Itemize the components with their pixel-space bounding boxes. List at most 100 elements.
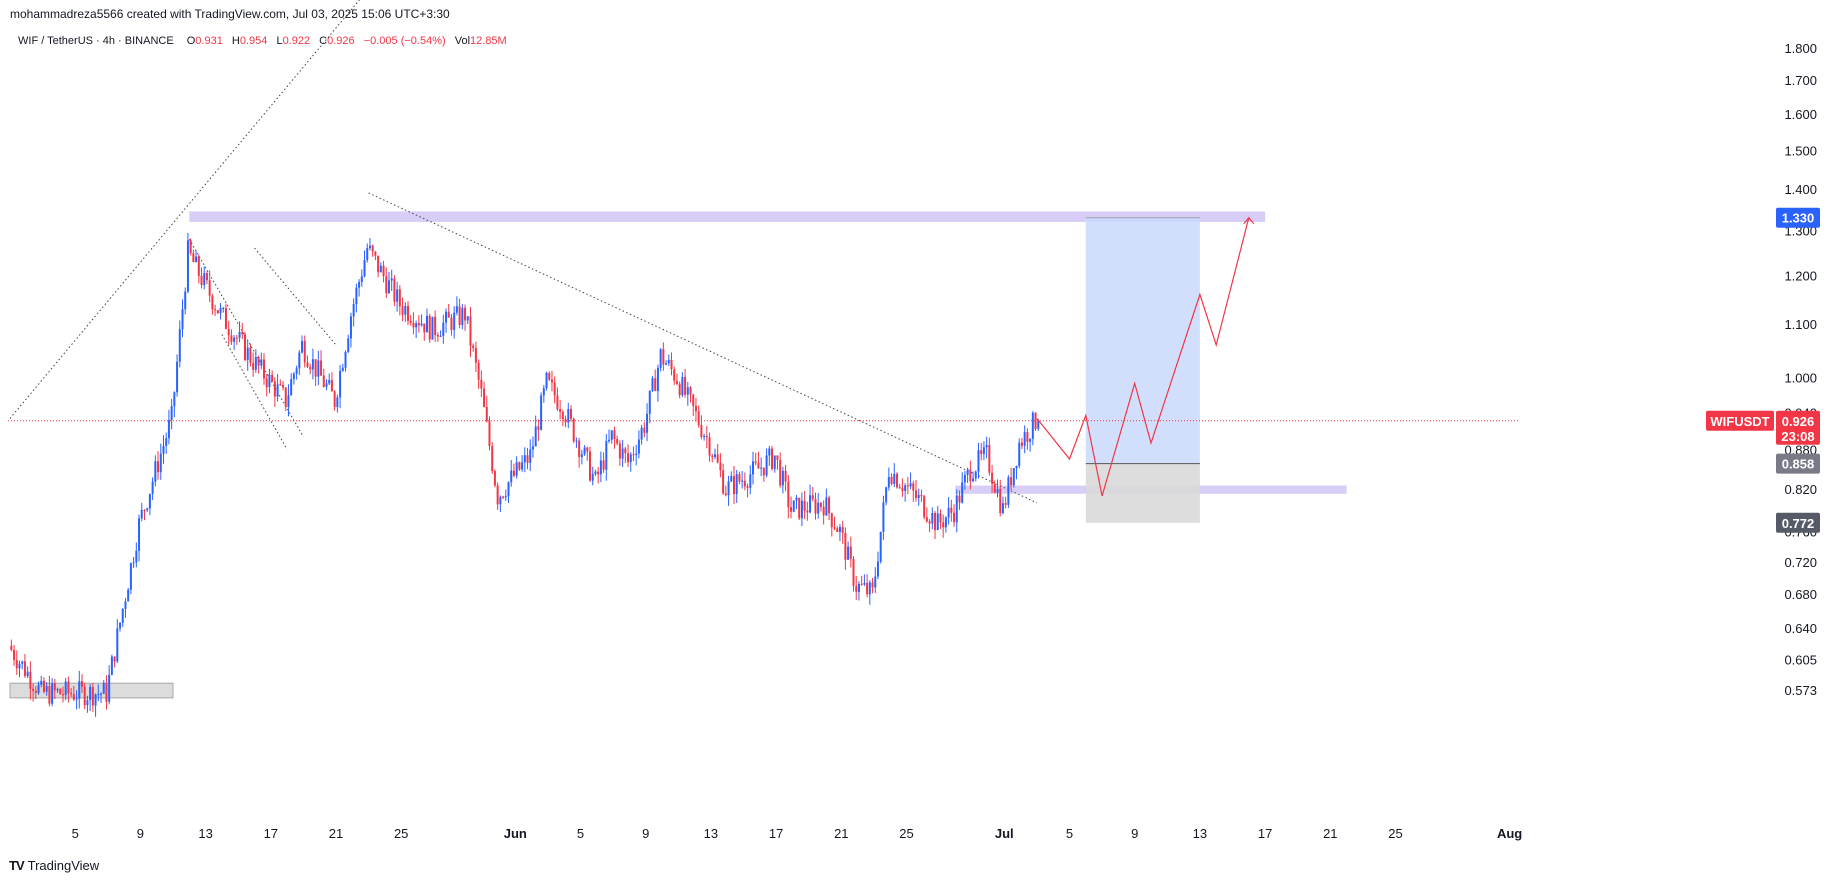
- candle-body: [738, 474, 741, 482]
- candle: [246, 341, 249, 371]
- candle-body: [290, 379, 293, 396]
- projection-path[interactable]: [1036, 216, 1255, 497]
- price-tick-label: 1.400: [1784, 182, 1817, 197]
- trendlines-layer[interactable]: [8, 0, 1518, 504]
- candle: [273, 377, 276, 407]
- candle-body: [507, 482, 510, 497]
- candle: [784, 464, 787, 492]
- position-tool[interactable]: [1085, 217, 1200, 523]
- candle: [586, 446, 589, 461]
- candle: [406, 301, 409, 326]
- candle: [526, 447, 529, 470]
- candle: [127, 587, 130, 602]
- candle-body: [629, 454, 632, 463]
- candle: [404, 302, 407, 322]
- candle: [349, 312, 352, 348]
- candle: [382, 260, 385, 283]
- candle: [265, 374, 268, 397]
- candle: [477, 359, 480, 389]
- candle-body: [116, 628, 119, 662]
- symbol-tag-bg: [1706, 410, 1774, 431]
- attribution-text: mohammadreza5566 created with TradingVie…: [10, 7, 450, 21]
- zone-rect: [9, 682, 174, 699]
- candle: [464, 304, 467, 331]
- candle: [216, 309, 219, 314]
- candle-body: [75, 698, 78, 700]
- candle: [102, 680, 105, 694]
- target-box[interactable]: [1085, 217, 1200, 464]
- countdown-label: 23:08: [1781, 429, 1814, 444]
- candle: [241, 322, 244, 339]
- last-tag-label: 0.926: [1782, 414, 1815, 429]
- candle-body: [420, 323, 423, 326]
- trendline[interactable]: [368, 192, 1038, 504]
- candle: [950, 499, 953, 522]
- candle-body: [401, 306, 404, 315]
- candle: [521, 455, 524, 472]
- candle-body: [828, 497, 831, 514]
- candle: [284, 386, 287, 412]
- footer-brand[interactable]: TV TradingView: [9, 858, 99, 873]
- time-tick-label: 17: [1258, 826, 1272, 841]
- trendline[interactable]: [254, 247, 337, 346]
- candle: [847, 541, 850, 560]
- candle-body: [105, 683, 108, 702]
- candle: [667, 354, 670, 367]
- candle: [627, 444, 630, 467]
- trendline[interactable]: [9, 0, 369, 419]
- candle-body: [271, 374, 274, 382]
- candle: [518, 461, 521, 471]
- candle: [113, 656, 116, 668]
- stop-box[interactable]: [1085, 463, 1200, 523]
- candle-body: [146, 508, 149, 511]
- candle-body: [838, 527, 841, 532]
- projection-line[interactable]: [1036, 217, 1250, 497]
- candle: [523, 447, 526, 473]
- candle-body: [719, 462, 722, 471]
- candle: [358, 279, 361, 297]
- candle: [904, 483, 907, 502]
- candle-body: [575, 440, 578, 442]
- candle: [352, 298, 355, 327]
- candle-body: [445, 311, 448, 323]
- legend-close-label: C: [319, 35, 328, 47]
- candle-body: [488, 421, 491, 447]
- candle: [857, 581, 860, 601]
- time-axis[interactable]: 5 9 13 17 21 25 Jun 5 9 13 17 21 25 Jul 5 9 13 17 21 25 Aug: [72, 826, 1523, 841]
- candle-body: [561, 411, 564, 420]
- candle-body: [866, 583, 869, 595]
- candle-body: [643, 427, 646, 433]
- candle-body: [915, 490, 918, 498]
- candle: [512, 463, 515, 478]
- trendline[interactable]: [188, 238, 304, 438]
- candle: [341, 363, 344, 372]
- candle: [694, 397, 697, 422]
- candle-body: [374, 251, 377, 256]
- candle: [738, 471, 741, 485]
- candle: [703, 433, 706, 441]
- candle: [268, 368, 271, 394]
- time-tick-label: 21: [834, 826, 848, 841]
- candle-body: [1004, 503, 1007, 505]
- candle-body: [100, 693, 103, 695]
- legend-symbol[interactable]: WIF / TetherUS · 4h · BINANCE: [18, 35, 174, 47]
- candle-body: [917, 494, 920, 498]
- candle: [860, 575, 863, 586]
- candle-body: [754, 461, 757, 463]
- time-tick-label: 21: [329, 826, 343, 841]
- candle-body: [703, 435, 706, 437]
- price-tick-label: 0.680: [1784, 587, 1817, 602]
- candle-body: [396, 289, 399, 302]
- candle-body: [406, 306, 409, 321]
- candle-body: [336, 397, 339, 408]
- candle-body: [648, 390, 651, 414]
- candle-body: [879, 531, 882, 562]
- candle: [303, 335, 306, 368]
- candle-body: [602, 460, 605, 470]
- price-tick-label: 0.640: [1784, 621, 1817, 636]
- candle: [931, 507, 934, 530]
- price-axis[interactable]: 1.8001.7001.6001.5001.4001.3001.2001.100…: [1784, 41, 1817, 698]
- candle: [387, 271, 390, 295]
- time-tick-label: 25: [899, 826, 913, 841]
